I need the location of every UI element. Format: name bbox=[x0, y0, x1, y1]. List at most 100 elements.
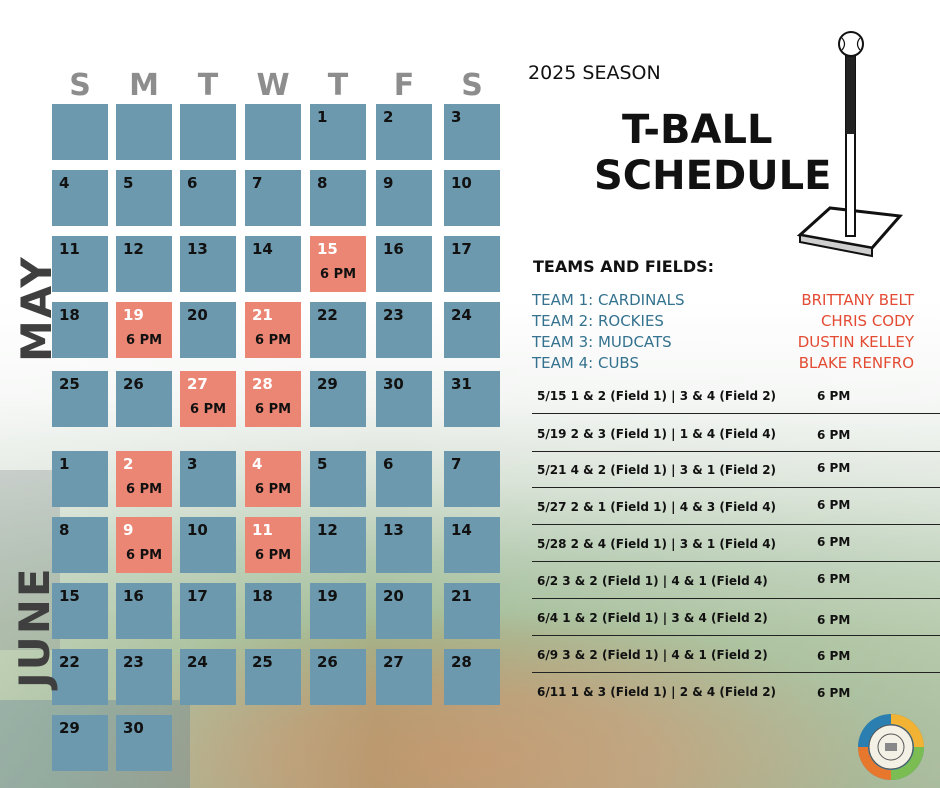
calendar-day: 26 bbox=[116, 371, 172, 427]
day-number: 30 bbox=[123, 719, 144, 737]
team-name: TEAM 4: CUBS bbox=[532, 354, 639, 372]
day-number: 1 bbox=[317, 108, 328, 126]
schedule-row-matchups: 6/11 1 & 3 (Field 1) | 2 & 4 (Field 2) bbox=[537, 685, 777, 699]
calendar-day: 14 bbox=[444, 517, 500, 573]
day-number: 16 bbox=[383, 240, 404, 258]
day-of-week-label: M bbox=[129, 68, 159, 103]
calendar-day: 28 bbox=[444, 649, 500, 705]
calendar-day: 31 bbox=[444, 371, 500, 427]
schedule-divider bbox=[532, 598, 940, 599]
day-number: 22 bbox=[317, 306, 338, 324]
day-number: 16 bbox=[123, 587, 144, 605]
season-label: 2025 SEASON bbox=[528, 62, 661, 84]
schedule-row-time: 6 PM bbox=[817, 389, 851, 403]
calendar-day: 26 bbox=[310, 649, 366, 705]
schedule-row-matchups: 6/2 3 & 2 (Field 1) | 4 & 1 (Field 4) bbox=[537, 574, 768, 588]
calendar-day: 23 bbox=[116, 649, 172, 705]
calendar-day: 11 bbox=[52, 236, 108, 292]
day-number: 29 bbox=[317, 375, 338, 393]
schedule-row-time: 6 PM bbox=[817, 428, 851, 442]
schedule-divider bbox=[532, 635, 940, 636]
schedule-row-matchups: 5/15 1 & 2 (Field 1) | 3 & 4 (Field 2) bbox=[537, 389, 777, 403]
day-number: 26 bbox=[317, 653, 338, 671]
game-time: 6 PM bbox=[190, 402, 227, 417]
schedule-row-time: 6 PM bbox=[817, 535, 851, 549]
calendar-day: 10 bbox=[180, 517, 236, 573]
game-time: 6 PM bbox=[255, 482, 292, 497]
day-number: 29 bbox=[59, 719, 80, 737]
day-number: 11 bbox=[252, 521, 273, 539]
city-seal-icon bbox=[858, 714, 924, 780]
calendar-day-game: 21 6 PM bbox=[245, 302, 301, 358]
day-of-week-label: F bbox=[393, 68, 415, 103]
day-number: 18 bbox=[59, 306, 80, 324]
title-line-2: SCHEDULE bbox=[594, 153, 832, 199]
calendar-day: 18 bbox=[245, 583, 301, 639]
day-number: 18 bbox=[252, 587, 273, 605]
day-number: 2 bbox=[383, 108, 394, 126]
schedule-row-time: 6 PM bbox=[817, 649, 851, 663]
calendar-day-game: 19 6 PM bbox=[116, 302, 172, 358]
game-time: 6 PM bbox=[255, 548, 292, 563]
day-number: 17 bbox=[187, 587, 208, 605]
day-number: 25 bbox=[252, 653, 273, 671]
teams-heading: TEAMS AND FIELDS: bbox=[533, 257, 715, 276]
calendar-day-game: 28 6 PM bbox=[245, 371, 301, 427]
day-of-week-label: T bbox=[197, 68, 219, 103]
day-number: 9 bbox=[123, 521, 134, 539]
day-number: 6 bbox=[383, 455, 394, 473]
day-number: 5 bbox=[317, 455, 328, 473]
day-number: 20 bbox=[187, 306, 208, 324]
coach-name: DUSTIN KELLEY bbox=[797, 333, 914, 351]
calendar-day: 20 bbox=[180, 302, 236, 358]
team-name: TEAM 2: ROCKIES bbox=[532, 312, 664, 330]
calendar-day: 16 bbox=[116, 583, 172, 639]
day-of-week-label: T bbox=[327, 68, 349, 103]
day-number: 19 bbox=[123, 306, 144, 324]
calendar-day: 6 bbox=[376, 451, 432, 507]
calendar-day: 21 bbox=[444, 583, 500, 639]
day-number: 22 bbox=[59, 653, 80, 671]
calendar-day: 25 bbox=[245, 649, 301, 705]
calendar-day: 22 bbox=[310, 302, 366, 358]
schedule-divider bbox=[532, 561, 940, 562]
game-time: 6 PM bbox=[320, 267, 357, 282]
schedule-divider bbox=[532, 413, 940, 414]
day-number: 20 bbox=[383, 587, 404, 605]
day-number: 15 bbox=[59, 587, 80, 605]
day-number: 17 bbox=[451, 240, 472, 258]
day-number: 10 bbox=[187, 521, 208, 539]
day-of-week-label: S bbox=[69, 68, 91, 103]
day-number: 13 bbox=[383, 521, 404, 539]
calendar-day: 24 bbox=[180, 649, 236, 705]
day-number: 1 bbox=[59, 455, 70, 473]
calendar-day: 23 bbox=[376, 302, 432, 358]
team-name: TEAM 3: MUDCATS bbox=[532, 333, 672, 351]
team-name: TEAM 1: CARDINALS bbox=[532, 291, 685, 309]
day-number: 12 bbox=[317, 521, 338, 539]
game-time: 6 PM bbox=[255, 333, 292, 348]
day-number: 23 bbox=[123, 653, 144, 671]
calendar-day bbox=[52, 104, 108, 160]
calendar-day: 15 bbox=[52, 583, 108, 639]
game-time: 6 PM bbox=[126, 548, 163, 563]
day-number: 31 bbox=[451, 375, 472, 393]
calendar-day: 1 bbox=[52, 451, 108, 507]
day-number: 2 bbox=[123, 455, 134, 473]
schedule-row-matchups: 6/9 3 & 2 (Field 1) | 4 & 1 (Field 2) bbox=[537, 648, 768, 662]
calendar-day: 2 bbox=[376, 104, 432, 160]
calendar-day: 13 bbox=[376, 517, 432, 573]
day-number: 13 bbox=[187, 240, 208, 258]
day-number: 23 bbox=[383, 306, 404, 324]
calendar-day: 29 bbox=[52, 715, 108, 771]
calendar-day-game: 9 6 PM bbox=[116, 517, 172, 573]
calendar-day-game: 15 6 PM bbox=[310, 236, 366, 292]
day-number: 7 bbox=[252, 174, 263, 192]
schedule-row-matchups: 5/28 2 & 4 (Field 1) | 3 & 1 (Field 4) bbox=[537, 537, 777, 551]
calendar-day-game: 2 6 PM bbox=[116, 451, 172, 507]
game-time: 6 PM bbox=[126, 482, 163, 497]
day-number: 27 bbox=[383, 653, 404, 671]
calendar-day: 6 bbox=[180, 170, 236, 226]
day-number: 3 bbox=[451, 108, 462, 126]
day-number: 28 bbox=[451, 653, 472, 671]
